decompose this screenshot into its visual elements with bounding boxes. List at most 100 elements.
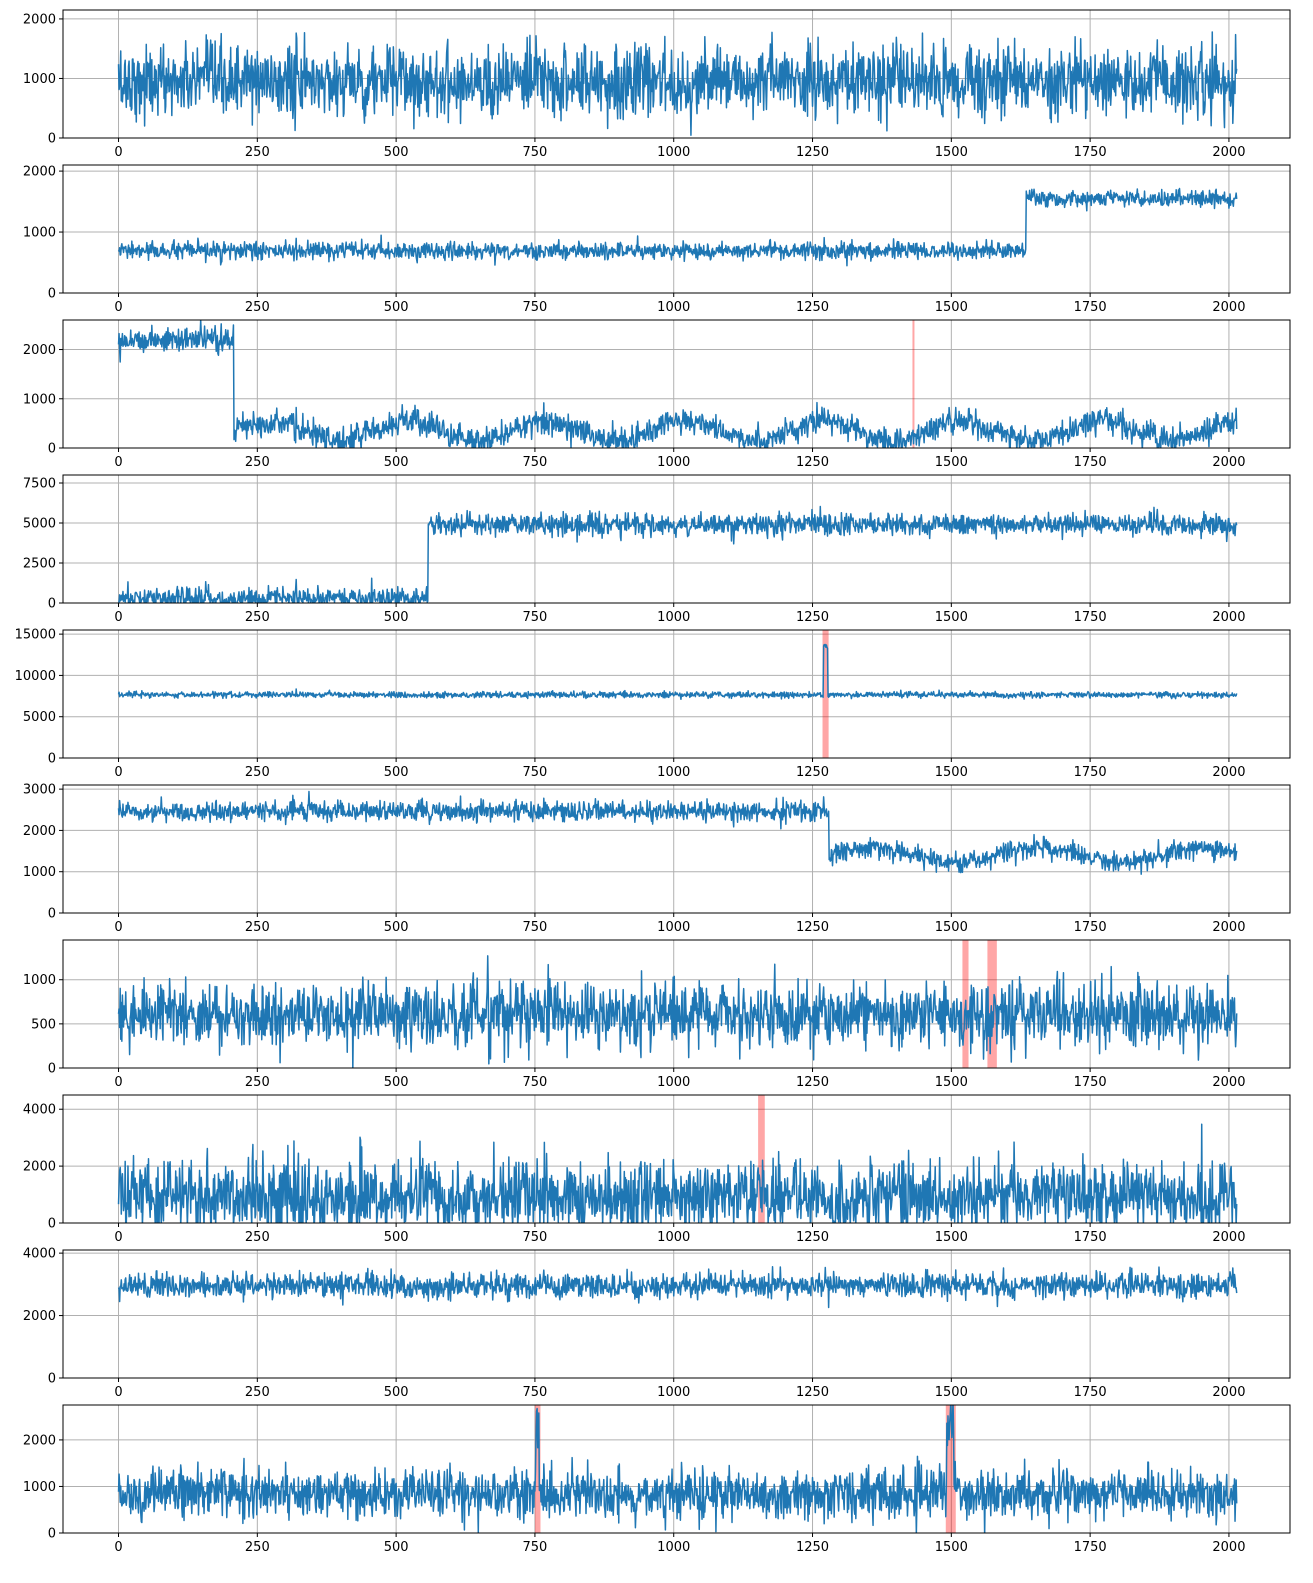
subplot-5: 0 250 500 750 1000 1250 1500 1750 2000 0 5000 10000… [15, 628, 1291, 780]
x-tick-label: 500 [384, 765, 409, 780]
y-tick-label: 0 [48, 1062, 56, 1077]
subplot-2: 0 250 500 750 1000 1250 1500 1750 2000 0 1000 2000 [23, 164, 1291, 315]
x-tick-label: 1000 [657, 1540, 690, 1555]
y-tick-label: 0 [48, 287, 56, 302]
y-tick-label: 15000 [15, 628, 56, 643]
series-line [117, 31, 1238, 136]
x-tick-label: 1500 [935, 1540, 968, 1555]
x-tick-label: 1000 [657, 1385, 690, 1400]
x-tick-label: 0 [114, 1540, 122, 1555]
series-line [117, 1123, 1238, 1223]
x-tick-label: 1750 [1074, 1230, 1107, 1245]
x-tick-label: 1500 [935, 1075, 968, 1090]
x-tick-label: 750 [523, 1230, 548, 1245]
y-tick-label: 0 [48, 442, 56, 457]
x-tick-label: 1750 [1074, 300, 1107, 315]
x-tick-label: 1250 [796, 1385, 829, 1400]
x-tick-label: 1250 [796, 1230, 829, 1245]
x-tick-label: 1000 [657, 145, 690, 160]
series-line [117, 505, 1238, 603]
x-tick-label: 500 [384, 1385, 409, 1400]
y-tick-label: 0 [48, 132, 56, 147]
y-tick-label: 0 [48, 1527, 56, 1542]
x-tick-label: 1250 [796, 455, 829, 470]
x-tick-label: 500 [384, 455, 409, 470]
x-tick-label: 500 [384, 610, 409, 625]
x-tick-label: 1750 [1074, 455, 1107, 470]
series-line [117, 320, 1238, 448]
x-tick-label: 750 [523, 300, 548, 315]
x-tick-label: 1000 [657, 765, 690, 780]
series-line [117, 643, 1238, 700]
y-tick-label: 4000 [23, 1103, 56, 1118]
x-tick-label: 500 [384, 1075, 409, 1090]
x-tick-label: 0 [114, 300, 122, 315]
x-tick-label: 250 [245, 455, 270, 470]
x-tick-label: 1250 [796, 1540, 829, 1555]
x-tick-label: 1500 [935, 1230, 968, 1245]
x-tick-label: 750 [523, 920, 548, 935]
x-tick-label: 0 [114, 1385, 122, 1400]
anomaly-highlight [945, 1405, 956, 1533]
x-tick-label: 1000 [657, 610, 690, 625]
x-tick-label: 2000 [1212, 610, 1245, 625]
x-tick-label: 750 [523, 1540, 548, 1555]
x-tick-label: 1000 [657, 1230, 690, 1245]
x-tick-label: 1500 [935, 145, 968, 160]
x-tick-label: 2000 [1212, 765, 1245, 780]
x-tick-label: 1000 [657, 455, 690, 470]
y-tick-label: 2000 [23, 343, 56, 358]
y-tick-label: 4000 [23, 1247, 56, 1262]
x-tick-label: 1250 [796, 765, 829, 780]
x-tick-label: 1000 [657, 1075, 690, 1090]
x-tick-label: 250 [245, 1540, 270, 1555]
x-tick-label: 2000 [1212, 920, 1245, 935]
x-tick-label: 1250 [796, 1075, 829, 1090]
y-tick-label: 1000 [23, 226, 56, 241]
y-tick-label: 5000 [23, 710, 56, 725]
x-tick-label: 500 [384, 920, 409, 935]
x-tick-label: 1750 [1074, 1540, 1107, 1555]
x-tick-label: 2000 [1212, 1230, 1245, 1245]
y-tick-label: 2000 [23, 1309, 56, 1324]
y-tick-label: 10000 [15, 669, 56, 684]
x-tick-label: 750 [523, 145, 548, 160]
x-tick-label: 2000 [1212, 300, 1245, 315]
series-line [117, 1265, 1238, 1309]
x-tick-label: 500 [384, 300, 409, 315]
x-tick-label: 2000 [1212, 1075, 1245, 1090]
y-tick-label: 0 [48, 1217, 56, 1232]
anomaly-highlight [758, 1095, 765, 1223]
x-tick-label: 250 [245, 610, 270, 625]
x-tick-label: 1500 [935, 765, 968, 780]
x-tick-label: 2000 [1212, 1385, 1245, 1400]
x-tick-label: 1750 [1074, 610, 1107, 625]
axes-frame [62, 784, 1291, 914]
subplot-9: 0 250 500 750 1000 1250 1500 1750 2000 0 2000 4000 [23, 1247, 1291, 1400]
axes-frame [62, 1249, 1291, 1379]
subplot-1: 0 250 500 750 1000 1250 1500 1750 2000 0 1000 2000 [23, 9, 1291, 160]
x-tick-label: 1750 [1074, 1075, 1107, 1090]
x-tick-label: 1000 [657, 920, 690, 935]
x-tick-label: 2000 [1212, 145, 1245, 160]
x-tick-label: 1500 [935, 1385, 968, 1400]
x-tick-label: 250 [245, 765, 270, 780]
x-tick-label: 0 [114, 920, 122, 935]
x-tick-label: 750 [523, 610, 548, 625]
y-tick-label: 0 [48, 752, 56, 767]
x-tick-label: 750 [523, 1385, 548, 1400]
x-tick-label: 500 [384, 1540, 409, 1555]
subplot-8: 0 250 500 750 1000 1250 1500 1750 2000 0 2000 4000 [23, 1094, 1291, 1245]
x-tick-label: 1750 [1074, 765, 1107, 780]
x-tick-label: 1500 [935, 455, 968, 470]
y-tick-label: 3000 [23, 783, 56, 798]
x-tick-label: 0 [114, 1230, 122, 1245]
y-tick-label: 1000 [23, 1480, 56, 1495]
x-tick-label: 250 [245, 1230, 270, 1245]
x-tick-label: 250 [245, 300, 270, 315]
x-tick-label: 1500 [935, 610, 968, 625]
axes-frame [62, 164, 1291, 294]
y-tick-label: 0 [48, 1372, 56, 1387]
x-tick-label: 2000 [1212, 455, 1245, 470]
